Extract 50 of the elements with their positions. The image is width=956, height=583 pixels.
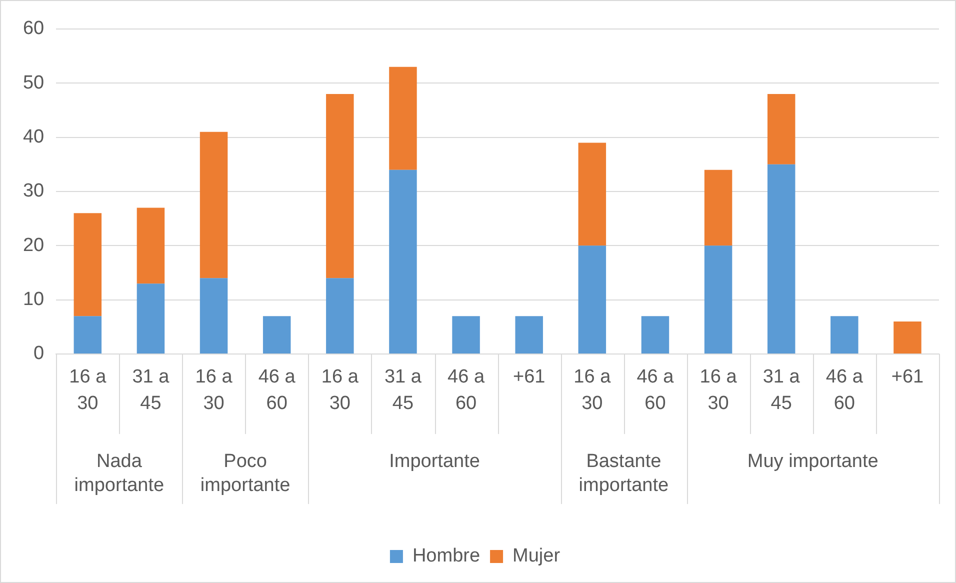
bar: [326, 278, 354, 354]
bar: [515, 316, 543, 354]
y-tick-label: 30: [22, 180, 44, 202]
bar: [389, 170, 417, 354]
bar: [704, 170, 732, 246]
bar: [578, 142, 606, 246]
x-tick-label: 46 a 60: [258, 366, 296, 414]
bar: [704, 246, 732, 354]
y-tick-label: 20: [22, 234, 44, 256]
bar: [262, 316, 291, 354]
x-tick-label: 31 a 45: [384, 366, 422, 414]
x-tick-label: 16 a 30: [321, 366, 359, 414]
text: Muy importante: [747, 451, 878, 472]
bar: [767, 94, 796, 164]
bar: [894, 322, 922, 354]
x-tick-label: 16 a 30: [700, 366, 738, 414]
bar: [767, 164, 796, 354]
text: Nada importante: [74, 451, 164, 496]
x-tick-label: 46 a 60: [448, 366, 485, 414]
bar: [830, 316, 858, 354]
x-tick-label: 16 a 30: [69, 366, 107, 414]
x-tick-label: 16 a 30: [195, 366, 233, 414]
y-tick-label: 50: [22, 72, 44, 94]
x-tick-label: 46 a 60: [826, 366, 864, 414]
y-tick-label: 40: [22, 126, 44, 148]
x-tick-label: +61: [512, 366, 546, 388]
text: Poco importante: [200, 451, 290, 496]
legend-label: Hombre: [412, 546, 480, 567]
bar: [74, 213, 102, 316]
bar: [452, 316, 480, 354]
bar: [136, 208, 165, 284]
bar: [578, 246, 606, 354]
y-tick-label: 0: [34, 343, 44, 364]
y-tick-label: 10: [22, 289, 44, 310]
bar: [200, 132, 228, 278]
legend-label: Mujer: [512, 546, 561, 567]
bar: [641, 316, 670, 354]
x-tick-label: 46 a 60: [636, 366, 674, 414]
text: Importante: [389, 451, 480, 472]
text: Bastante importante: [578, 451, 669, 496]
x-tick-label: 31 a 45: [762, 366, 800, 414]
bar: [136, 284, 165, 354]
bar: [74, 316, 102, 354]
y-tick-label: 60: [22, 18, 44, 40]
bar: [200, 278, 228, 354]
bar: [389, 66, 417, 170]
x-tick-label: 16 a 30: [574, 366, 612, 414]
x-tick-label: +61: [891, 366, 924, 388]
x-tick-label: 31 a 45: [132, 366, 170, 414]
bar: [326, 94, 354, 278]
